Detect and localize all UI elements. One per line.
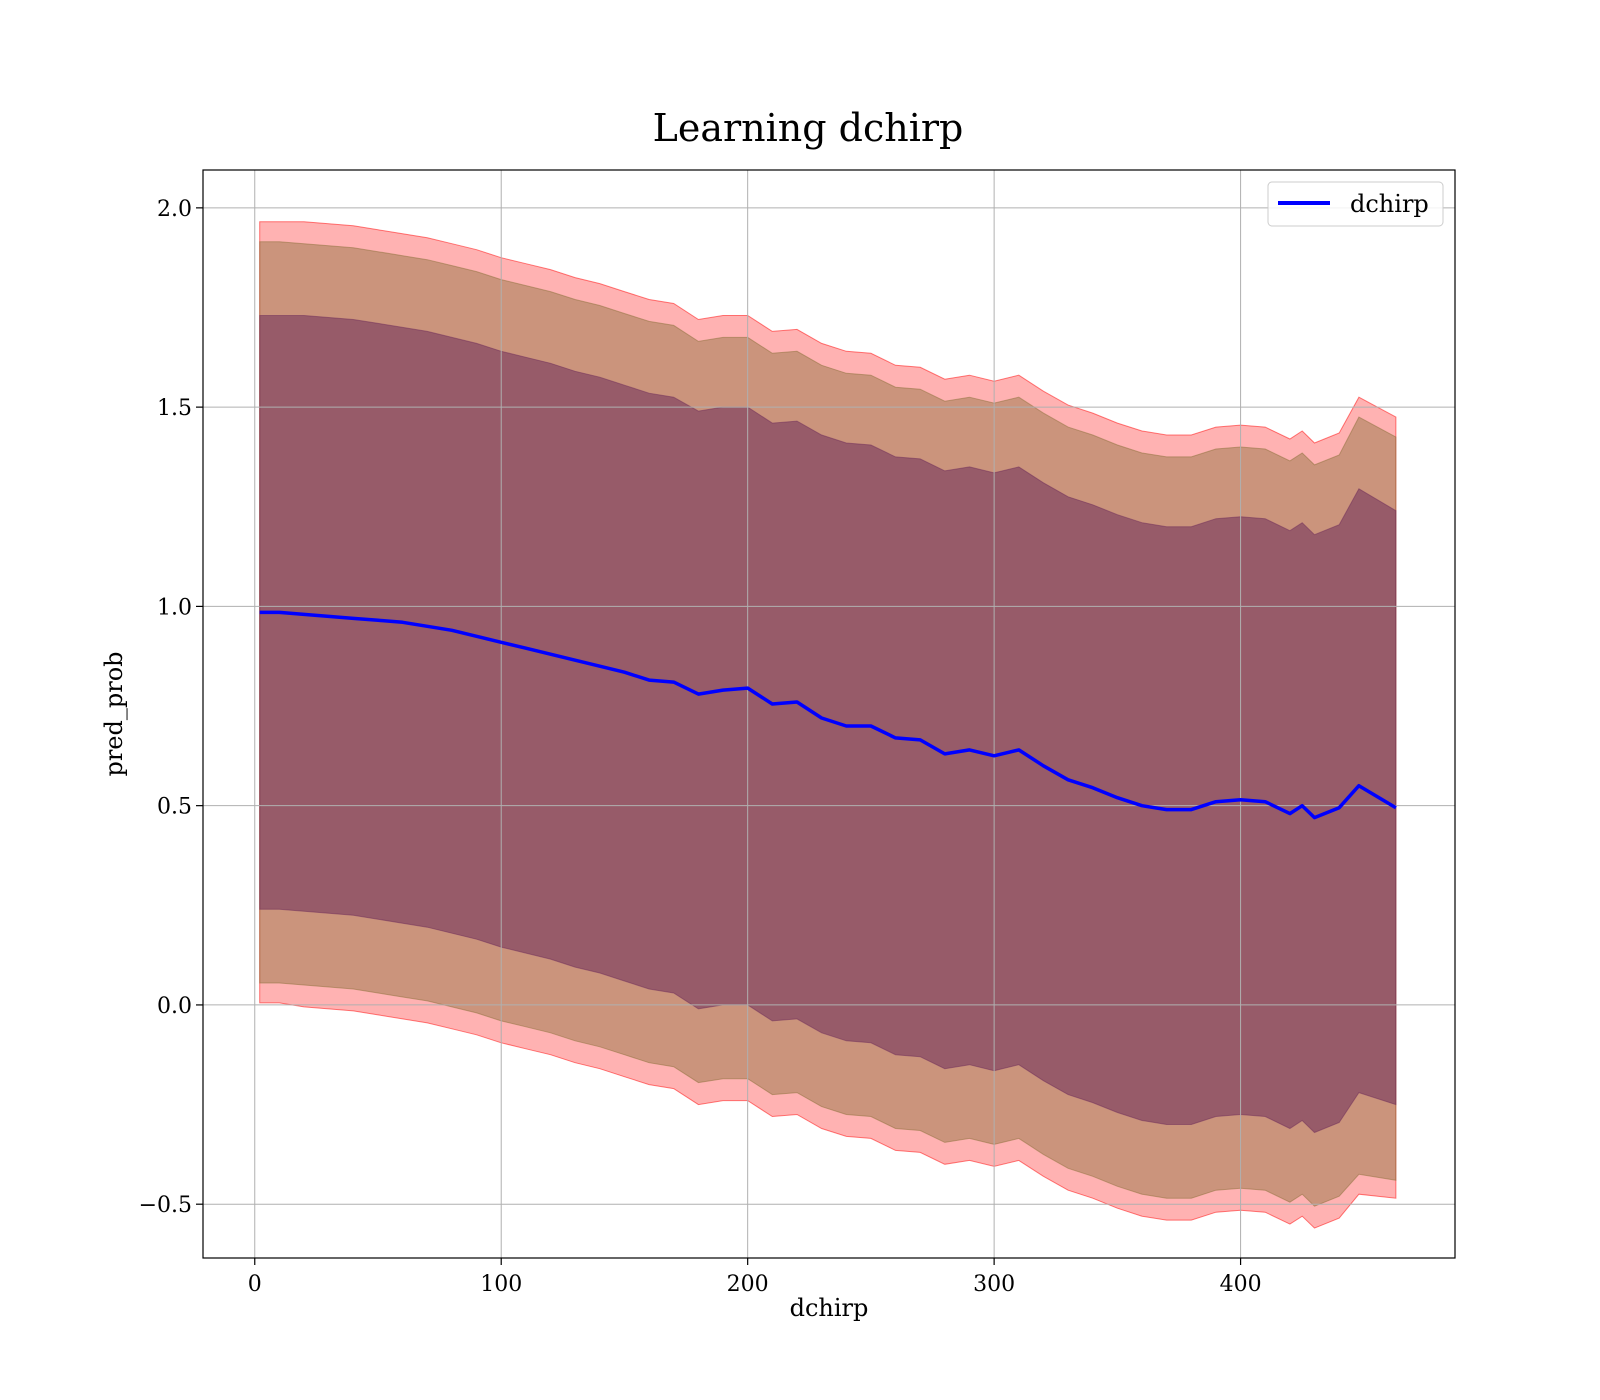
- x-tick-label: 400: [1220, 1272, 1262, 1297]
- series-lines: [259, 610, 1397, 820]
- chart-title: Learning dchirp: [653, 106, 964, 150]
- x-tick-label: 100: [480, 1272, 522, 1297]
- x-tick-label: 300: [973, 1272, 1015, 1297]
- legend: dchirp: [1267, 181, 1444, 227]
- axes-frame: [202, 169, 1456, 1259]
- y-tick-label: 0.0: [157, 994, 192, 1019]
- y-tick-label: 0.5: [157, 795, 192, 820]
- grid-lines: [203, 170, 1455, 1258]
- y-tick-label: 1.0: [157, 595, 192, 620]
- x-axis-label: dchirp: [790, 1294, 869, 1322]
- plot-area: [202, 169, 1456, 1259]
- y-tick-label: 2.0: [157, 197, 192, 222]
- legend-label-dchirp: dchirp: [1350, 190, 1429, 218]
- band-inner: [259, 315, 1397, 1134]
- y-axis-ticks: −0.5 0.0 0.5 1.0 1.5 2.0: [139, 197, 203, 1218]
- series-line-dchirp: [259, 610, 1397, 820]
- y-axis-label: pred_prob: [100, 651, 128, 776]
- x-axis-ticks: 0 100 200 300 400: [248, 1258, 1262, 1297]
- y-tick-label: −0.5: [139, 1193, 192, 1218]
- confidence-bands: [259, 221, 1397, 1229]
- x-tick-label: 200: [727, 1272, 769, 1297]
- y-tick-label: 1.5: [157, 396, 192, 421]
- legend-box: [1267, 181, 1444, 227]
- x-tick-label: 0: [248, 1272, 262, 1297]
